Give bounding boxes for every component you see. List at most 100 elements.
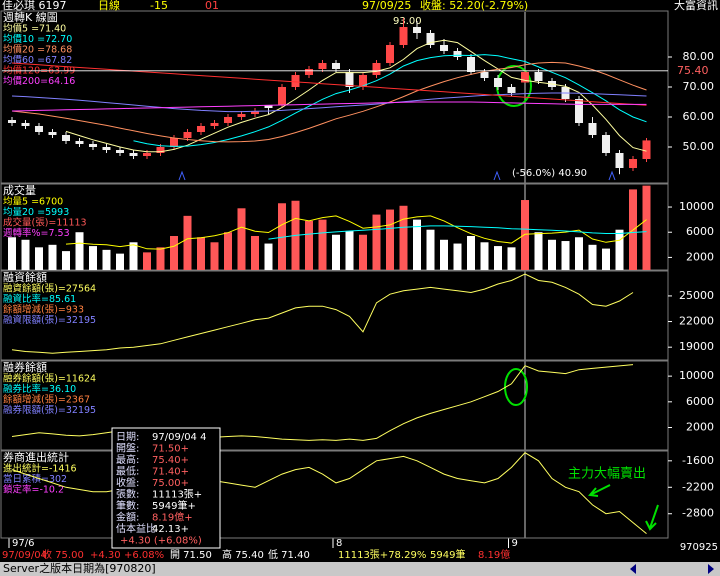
volume-bar [264,243,273,270]
volume-bar [75,232,84,270]
legend-entry: 均價10 =72.70 [3,33,72,45]
volume-bar [170,236,178,270]
header-field: 01 [205,0,219,12]
y-tick-label: 6000 [686,225,714,238]
volume-bar [534,232,543,270]
footer-item: 高 75.40 [222,548,264,561]
y-tick-label: 70.00 [683,80,715,93]
candle-body [210,123,219,126]
candle-body [521,72,529,83]
y-tick-label: 60.00 [683,110,715,123]
candle-body [615,153,624,168]
line [65,215,647,250]
volume-bar [48,244,57,270]
volume-bar [21,239,30,270]
y-tick-label: 22000 [679,315,714,328]
info-box: 日期: 97/09/04 4 開盤: 71.50+ 最高: 75.40+ 最低: 71.40+… [111,427,221,549]
legend-entry: 均價200=64.16 [3,75,75,87]
candle-body [467,57,475,72]
candle-body [116,150,124,153]
volume-bar [35,247,43,270]
y-tick-label: 10000 [679,200,714,213]
info-value: 11113張+ [152,489,202,501]
candle-body [588,123,597,135]
info-label: 開盤: [116,442,139,455]
y-tick-label: 2000 [686,250,714,263]
footer-item: 收 75.00 [42,548,84,561]
line [11,273,634,354]
candle-body [399,27,408,45]
volume-bar [602,248,610,270]
legend-entry: 融資限額(張)=32195 [3,314,96,326]
candle-body [602,135,610,153]
volume-bar [8,237,16,270]
period: 日線 [98,0,120,12]
legend-entry: 週轉率%=7.53 [3,227,70,239]
candle-body [453,51,462,57]
end-date: 970925 [680,542,718,553]
info-change: +4.30 (+6.08%) [120,536,202,547]
legend-entry: 融券限額(張)=32195 [3,404,96,416]
volume-bar [102,249,111,270]
panel-title: 融資餘額 [3,270,47,284]
marker [608,170,616,181]
volume-bar [143,252,151,270]
candle-body [534,72,543,81]
candle-body [332,63,340,69]
legend-entry: 成交量(張)=11113 [3,217,87,229]
volume-bar [345,230,354,270]
info-box-frame [111,427,221,549]
panel-frame [0,360,669,451]
info-value: 71.40+ [152,467,189,478]
info-value: 71.50+ [152,444,189,455]
volume-bar [413,219,421,270]
legend-entry: 餘額增減(張)=2367 [3,394,90,406]
x-tick-label: 8 [336,538,342,549]
line [11,62,647,106]
candle-body [170,138,178,147]
volume-bar [494,246,502,270]
candle-body [345,72,354,87]
volume-bar [386,209,394,270]
header-field: -15 [150,0,168,12]
scroll-left[interactable] [630,564,636,574]
panel-frame [0,450,669,539]
high-annotation: 93.00 [393,16,422,27]
info-label: 收盤: [116,476,139,489]
legend-entry: 餘額增減(張)=933 [3,304,84,316]
marker [493,170,501,181]
candle-body [386,45,394,63]
candle-body [264,105,273,108]
info-label: 最高: [116,453,139,466]
volume-bar [156,247,165,270]
volume-bar [561,241,570,270]
volume-bar [89,246,97,270]
footer-item: 11113張+78.29% [338,549,426,561]
candle-body [129,153,138,156]
volume-bar [453,243,462,270]
candle-body [372,63,381,75]
volume-bar [183,215,192,270]
candle-body [48,132,57,135]
legend-entry: 融券餘額(張)=11624 [3,373,96,385]
status-bar [0,562,720,576]
volume-bar [305,220,313,270]
line [11,92,647,113]
arrow [591,484,611,495]
candle-body [35,126,43,132]
y-tick-label: -2800 [682,507,714,520]
volume-bar [575,237,583,270]
info-label: 張數: [116,488,139,501]
volume-bar [251,236,259,270]
header-close: 收盤: 52.20(-2.79%) [420,0,528,12]
candle-body [143,153,151,156]
legend-entry: 均價5 =71.40 [3,23,66,35]
stock-name: 佳必琪 6197 [2,0,67,12]
y-tick-label: 19000 [679,340,714,353]
footer-item: +4.30 [90,550,121,561]
candle-body [413,27,421,33]
volume-bar [507,247,516,270]
scroll-right[interactable] [708,564,714,574]
